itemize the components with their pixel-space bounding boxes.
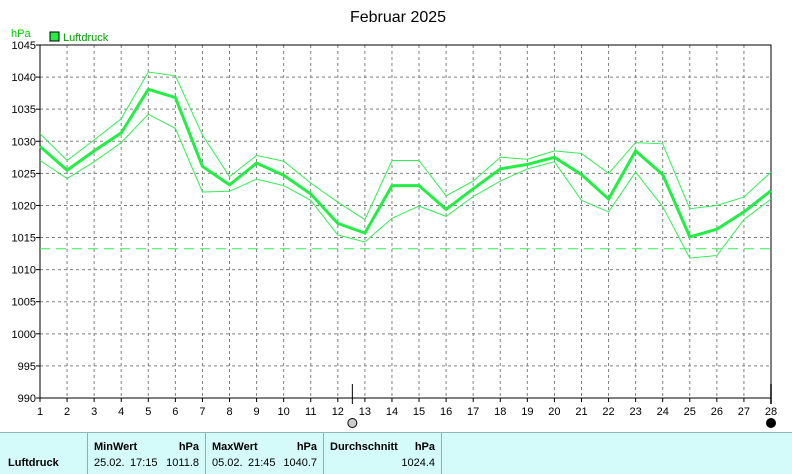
min-time: 17:15 bbox=[130, 457, 158, 469]
series-line-min bbox=[39, 113, 772, 259]
plot-frame bbox=[39, 44, 772, 399]
x-tick-label: 1 bbox=[37, 406, 43, 418]
x-tick-label: 16 bbox=[440, 406, 452, 418]
current-day-marker bbox=[766, 418, 776, 428]
chart-title: Februar 2025 bbox=[350, 9, 446, 26]
x-tick-label: 21 bbox=[575, 406, 587, 418]
y-tick-label: 1020 bbox=[12, 200, 36, 212]
pressure-chart: Februar 2025 hPa Luftdruck 990 995 1000 100… bbox=[11, 9, 777, 428]
legend-swatch bbox=[49, 31, 60, 42]
y-tick-label: 1025 bbox=[12, 168, 36, 180]
avg-unit: hPa bbox=[414, 441, 435, 453]
y-tick-label: 1040 bbox=[12, 72, 36, 84]
x-tick-label: 10 bbox=[278, 406, 290, 418]
x-tick-label: 5 bbox=[145, 406, 151, 418]
y-tick-label: 1000 bbox=[12, 329, 36, 341]
x-tick-label: 11 bbox=[305, 406, 316, 418]
x-tick-label: 13 bbox=[359, 406, 371, 418]
x-tick-label: 12 bbox=[332, 406, 344, 418]
x-tick-label: 2 bbox=[64, 406, 70, 418]
x-tick-label: 27 bbox=[738, 406, 750, 418]
x-tick-label: 6 bbox=[172, 406, 178, 418]
x-tick-label: 28 bbox=[765, 406, 777, 418]
x-tick-label: 26 bbox=[711, 406, 723, 418]
min-value: 1011.8 bbox=[166, 457, 199, 469]
selected-day-marker bbox=[347, 418, 358, 428]
x-tick-label: 3 bbox=[91, 406, 97, 418]
avg-header: Durchschnitt bbox=[330, 441, 398, 453]
y-tick-label: 1005 bbox=[12, 297, 36, 309]
x-tick-label: 20 bbox=[548, 406, 560, 418]
max-unit: hPa bbox=[296, 441, 317, 453]
y-tick-label: 1015 bbox=[12, 233, 36, 245]
x-tick-label: 23 bbox=[630, 406, 642, 418]
max-header: MaxWert bbox=[212, 441, 258, 453]
stats-series-label: Luftdruck bbox=[8, 457, 59, 469]
x-tick-label: 19 bbox=[521, 406, 533, 418]
min-header: MinWert bbox=[94, 441, 138, 453]
max-time: 21:45 bbox=[248, 457, 276, 469]
stats-min-cell: MinWert hPa 25.02. 17:15 1011.8 bbox=[88, 433, 206, 474]
x-tick-label: 22 bbox=[602, 406, 614, 418]
max-date: 05.02. bbox=[212, 457, 243, 469]
avg-value: 1024.4 bbox=[401, 457, 435, 469]
y-tick-label: 990 bbox=[18, 393, 36, 405]
series-line-luftdruck bbox=[39, 87, 772, 239]
x-tick-label: 14 bbox=[386, 406, 398, 418]
x-tick-label: 24 bbox=[657, 406, 669, 418]
legend-label: Luftdruck bbox=[63, 32, 109, 44]
stats-avg-cell: Durchschnitt hPa 1024.4 bbox=[324, 433, 442, 474]
stats-panel: Luftdruck MinWert hPa 25.02. 17:15 1011.… bbox=[0, 432, 792, 474]
min-date: 25.02. bbox=[94, 457, 125, 469]
y-tick-label: 1035 bbox=[12, 104, 36, 116]
x-tick-label: 25 bbox=[684, 406, 696, 418]
x-tick-label: 15 bbox=[413, 406, 425, 418]
y-tick-label: 1010 bbox=[12, 265, 36, 277]
y-tick-label: 995 bbox=[18, 361, 36, 373]
x-tick-label: 4 bbox=[118, 406, 124, 418]
x-tick-label: 7 bbox=[199, 406, 205, 418]
x-tick-label: 8 bbox=[226, 406, 232, 418]
x-tick-label: 18 bbox=[494, 406, 506, 418]
y-axis-unit-label: hPa bbox=[11, 28, 31, 40]
stats-series-cell: Luftdruck bbox=[0, 433, 88, 474]
max-value: 1040.7 bbox=[283, 457, 317, 469]
stats-max-cell: MaxWert hPa 05.02. 21:45 1040.7 bbox=[206, 433, 324, 474]
y-tick-label: 1030 bbox=[12, 136, 36, 148]
series-line-max bbox=[39, 71, 772, 221]
y-tick-label: 1045 bbox=[12, 40, 36, 52]
min-unit: hPa bbox=[178, 441, 199, 453]
x-tick-label: 9 bbox=[254, 406, 260, 418]
x-tick-label: 17 bbox=[467, 406, 479, 418]
